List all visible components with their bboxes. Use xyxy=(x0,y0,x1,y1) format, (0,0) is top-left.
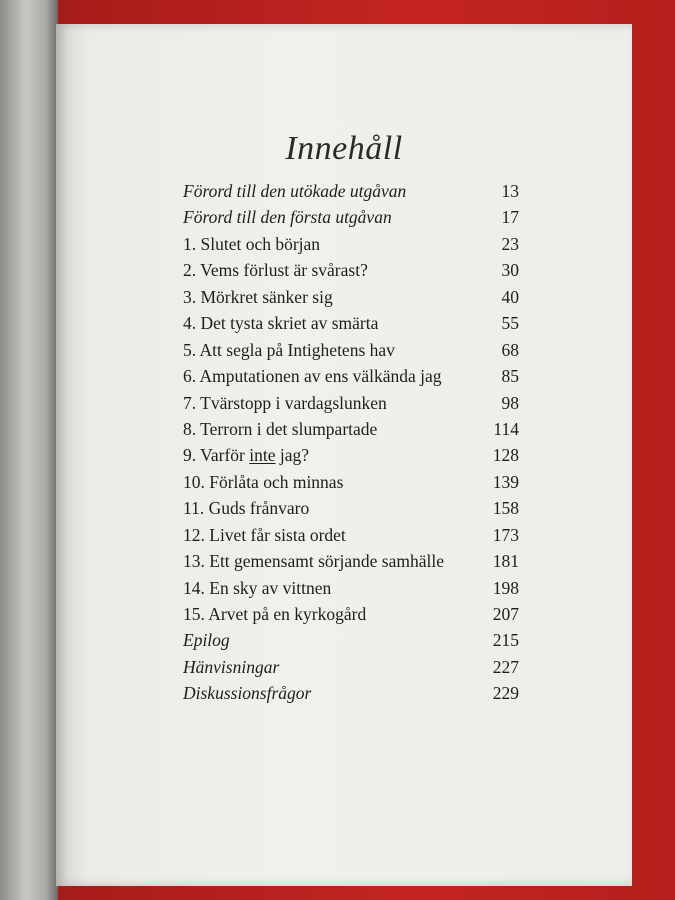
toc-entry-page-number: 139 xyxy=(492,471,519,492)
toc-entry-page-number: 114 xyxy=(493,418,519,439)
toc-entry-page-number: 55 xyxy=(501,313,520,334)
toc-entry: 7. Tvärstopp i vardagslunken 98 xyxy=(183,393,519,419)
toc-entry-label: Hänvisningar xyxy=(183,656,280,677)
toc-entry-page-number: 198 xyxy=(492,577,519,598)
toc-entry: 10. Förlåta och minnas 139 xyxy=(183,472,519,498)
toc-entry: 2. Vems förlust är svårast? 30 xyxy=(183,260,519,286)
toc-entry-label: 15. Arvet på en kyrkogård xyxy=(183,604,367,624)
toc-entry: 1. Slutet och början 23 xyxy=(183,234,519,260)
toc-entry-page-number: 173 xyxy=(492,524,519,545)
toc-entry-label: 13. Ett gemensamt sörjande samhälle xyxy=(183,551,444,572)
toc-entry: Förord till den utökade utgåvan 13 xyxy=(183,181,519,207)
toc-entry-label: 5. Att segla på Intighetens hav xyxy=(183,339,395,360)
toc-entry: Förord till den första utgåvan 17 xyxy=(183,207,519,233)
toc-entry-page-number: 30 xyxy=(501,260,520,281)
toc-entry-page-number: 229 xyxy=(492,683,519,704)
toc-entry: Epilog 215 xyxy=(183,630,519,656)
toc-entry-page-number: 40 xyxy=(501,286,520,307)
toc-entry-label: 8. Terrorn i det slumpartade xyxy=(183,418,378,439)
toc-entry: 6. Amputationen av ens välkända jag 85 xyxy=(183,366,519,392)
toc-entry-page-number: 98 xyxy=(501,392,520,413)
toc-entry-label: 9. Varför inte jag? xyxy=(183,445,309,466)
toc-entry-label: 12. Livet får sista ordet xyxy=(183,524,346,545)
table-of-contents: Förord till den utökade utgåvan 13 Förord … xyxy=(183,181,519,710)
toc-entry-label: 11. Guds frånvaro xyxy=(183,498,310,519)
toc-entry: 11. Guds frånvaro 158 xyxy=(183,498,519,524)
page-title: Innehåll xyxy=(285,130,403,167)
toc-entry-label: 1. Slutet och början xyxy=(183,233,321,254)
toc-entry-page-number: 128 xyxy=(492,445,519,466)
toc-entry: 5. Att segla på Intighetens hav 68 xyxy=(183,340,519,366)
toc-entry-label: Förord till den utökade utgåvan xyxy=(183,181,407,201)
toc-entry: 15. Arvet på en kyrkogård 207 xyxy=(183,604,519,630)
book-page: Innehåll Förord till den utökade utgåvan… xyxy=(56,24,632,886)
toc-entry-page-number: 85 xyxy=(501,366,520,387)
toc-entry-label: 7. Tvärstopp i vardagslunken xyxy=(183,392,387,413)
toc-entry-label: 3. Mörkret sänker sig xyxy=(183,286,333,307)
underlined-word: inte xyxy=(249,445,276,466)
toc-entry: Diskussionsfrågor 229 xyxy=(183,683,519,709)
toc-entry-page-number: 13 xyxy=(501,181,520,201)
toc-entry-page-number: 158 xyxy=(492,498,519,519)
toc-entry-label-part: jag? xyxy=(275,445,310,466)
toc-entry: 3. Mörkret sänker sig 40 xyxy=(183,287,519,313)
toc-entry-page-number: 215 xyxy=(492,630,519,651)
toc-entry-page-number: 23 xyxy=(501,233,520,254)
toc-entry-label: Diskussionsfrågor xyxy=(183,683,312,704)
toc-entry-label: 4. Det tysta skriet av smärta xyxy=(183,313,379,334)
toc-entry-label: Förord till den första utgåvan xyxy=(183,207,392,228)
toc-entry-label: Epilog xyxy=(183,630,230,651)
left-page-edge xyxy=(0,0,58,900)
toc-entry: 12. Livet får sista ordet 173 xyxy=(183,525,519,551)
toc-entry: 14. En sky av vittnen 198 xyxy=(183,578,519,604)
toc-entry: Hänvisningar 227 xyxy=(183,657,519,683)
toc-entry-label: 2. Vems förlust är svårast? xyxy=(183,260,368,281)
toc-entry-label-part: 9. Varför xyxy=(183,445,250,466)
toc-entry-page-number: 68 xyxy=(501,339,520,360)
toc-entry-label: 6. Amputationen av ens välkända jag xyxy=(183,366,442,387)
toc-entry: 9. Varför inte jag? 128 xyxy=(183,445,519,471)
toc-entry: 4. Det tysta skriet av smärta 55 xyxy=(183,313,519,339)
toc-entry: 8. Terrorn i det slumpartade 114 xyxy=(183,419,519,445)
toc-entry-page-number: 207 xyxy=(492,604,519,624)
toc-entry-page-number: 17 xyxy=(501,207,520,228)
toc-entry-page-number: 227 xyxy=(492,656,519,677)
toc-entry-label: 14. En sky av vittnen xyxy=(183,577,332,598)
toc-entry-page-number: 181 xyxy=(492,551,519,572)
toc-entry-label: 10. Förlåta och minnas xyxy=(183,471,344,492)
toc-entry: 13. Ett gemensamt sörjande samhälle 181 xyxy=(183,551,519,577)
